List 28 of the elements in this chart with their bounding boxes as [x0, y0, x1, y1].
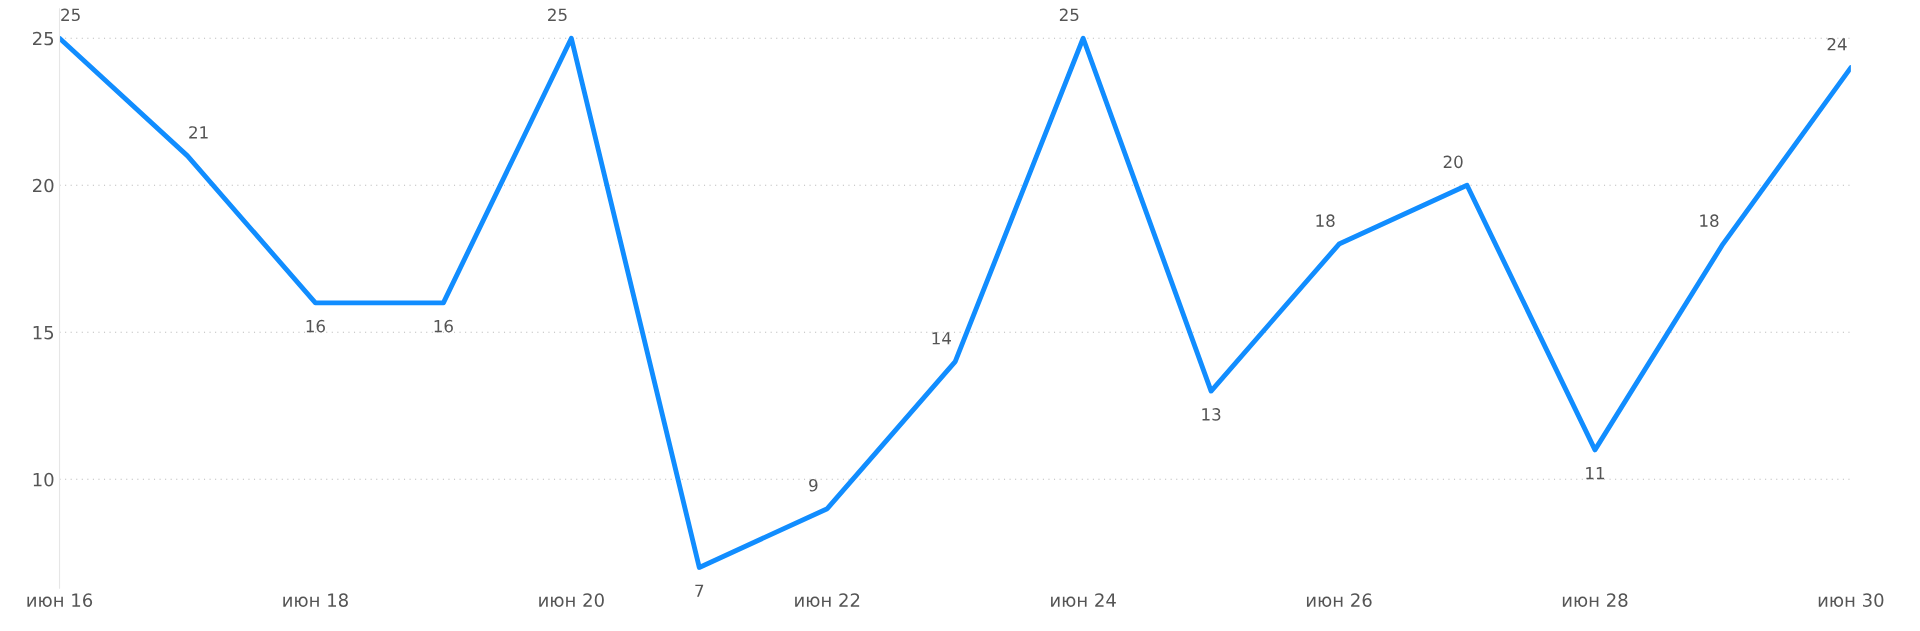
data-label: 18	[1700, 214, 1719, 227]
y-tick-label: 20	[33, 178, 54, 193]
x-tick-label: июн 28	[1562, 593, 1628, 607]
data-label: 20	[1443, 155, 1463, 169]
data-label: 7	[695, 584, 704, 597]
data-label: 16	[306, 319, 325, 333]
y-tick-label: 25	[33, 31, 54, 46]
data-label: 14	[932, 332, 951, 345]
data-label: 11	[1586, 467, 1605, 480]
data-label: 9	[809, 478, 818, 492]
x-tick-label: июн 26	[1306, 593, 1372, 607]
x-tick-label: июн 18	[283, 593, 348, 607]
data-label: 13	[1202, 408, 1221, 421]
x-tick-label: июн 22	[795, 593, 860, 607]
y-tick-label: 15	[33, 325, 54, 340]
x-tick-label: июн 16	[27, 593, 93, 607]
line-series	[59, 35, 1851, 570]
data-label: 25	[1059, 8, 1079, 22]
x-tick-label: июн 24	[1051, 593, 1116, 607]
y-tick-label: 10	[33, 472, 54, 487]
x-tick-label: июн 20	[539, 593, 604, 607]
data-label: 25	[61, 8, 80, 22]
x-tick-label: июн 30	[1818, 593, 1884, 607]
data-label: 21	[189, 126, 208, 139]
data-label: 24	[1827, 37, 1847, 51]
data-label: 18	[1316, 214, 1335, 227]
data-label: 16	[434, 319, 453, 333]
data-label: 25	[548, 8, 567, 22]
